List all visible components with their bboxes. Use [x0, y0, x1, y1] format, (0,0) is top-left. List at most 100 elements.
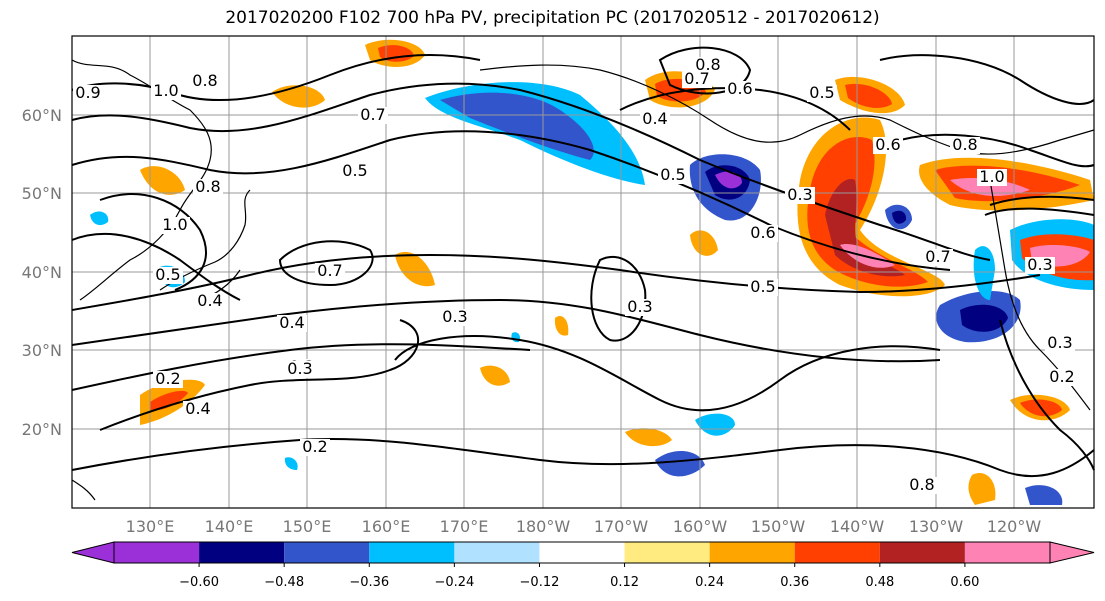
- svg-text:1.0: 1.0: [162, 215, 187, 234]
- svg-text:1.0: 1.0: [153, 81, 178, 100]
- latitude-label: 30°N: [22, 341, 62, 360]
- contour-label: 0.5: [807, 83, 837, 102]
- longitude-label: 150°E: [283, 517, 332, 536]
- colorbar-tick-label: 0.24: [695, 575, 724, 590]
- contour-label: 0.9: [73, 83, 103, 102]
- contour-label: 1.0: [977, 167, 1007, 186]
- contour-label: 0.6: [725, 79, 755, 98]
- longitude-label: 130°E: [126, 517, 175, 536]
- colorbar-segment: [284, 542, 370, 563]
- contour-label: 0.2: [1047, 367, 1077, 386]
- colorbar-extend-max: [1049, 541, 1095, 564]
- svg-text:0.6: 0.6: [727, 79, 752, 98]
- colorbar-tick-label: −0.36: [349, 575, 389, 590]
- contour-label: 0.3: [1025, 255, 1055, 274]
- svg-text:0.2: 0.2: [155, 369, 180, 388]
- contour-label: 0.4: [183, 399, 213, 418]
- svg-text:0.8: 0.8: [952, 135, 977, 154]
- contour-label: 0.2: [300, 437, 330, 456]
- colorbar-segment: [199, 542, 285, 563]
- contour-label: 0.3: [625, 297, 655, 316]
- contour-label: 0.8: [950, 135, 980, 154]
- colorbar-tick-labels: −0.60 −0.48 −0.36 −0.24 −0.12 0.12 0.24 0.36 0.4…: [179, 563, 979, 590]
- contour-label: 0.7: [315, 261, 345, 280]
- map-frame: [71, 35, 1095, 509]
- map-panel: [71, 35, 1095, 509]
- colorbar-segment: [369, 542, 455, 563]
- svg-text:0.4: 0.4: [642, 109, 667, 128]
- contour-label: 0.5: [748, 277, 778, 296]
- contour-label: 0.3: [285, 359, 315, 378]
- contour-label: 1.0: [160, 215, 190, 234]
- svg-text:0.8: 0.8: [192, 71, 217, 90]
- contour-label: 0.3: [785, 185, 815, 204]
- latitude-label: 50°N: [22, 184, 62, 203]
- svg-text:0.5: 0.5: [342, 161, 367, 180]
- latitude-label: 20°N: [22, 420, 62, 439]
- svg-text:0.3: 0.3: [1027, 255, 1052, 274]
- gridlines: [72, 36, 1094, 508]
- contour-label: 1.0: [151, 81, 181, 100]
- svg-text:0.7: 0.7: [317, 261, 342, 280]
- contour-labels: 1.00.80.90.81.00.50.40.70.50.70.30.40.30…: [73, 55, 1077, 494]
- longitude-label: 140°E: [205, 517, 254, 536]
- longitude-label: 170°W: [594, 517, 649, 536]
- colorbar-tick-label: −0.48: [264, 575, 304, 590]
- contour-label: 0.5: [658, 165, 688, 184]
- svg-text:0.3: 0.3: [627, 297, 652, 316]
- longitude-label: 120°W: [987, 517, 1042, 536]
- colorbar-segment: [539, 542, 625, 563]
- contour-label: 0.4: [195, 291, 225, 310]
- contour-label: 0.7: [682, 69, 712, 88]
- svg-text:0.8: 0.8: [909, 475, 934, 494]
- colorbar-segment: [114, 542, 200, 563]
- contour-label: 0.5: [340, 161, 370, 180]
- contour-label: 0.4: [277, 313, 307, 332]
- longitude-label: 150°W: [751, 517, 806, 536]
- colorbar-tick-label: 0.36: [780, 575, 809, 590]
- contour-label: 0.3: [1045, 333, 1075, 352]
- svg-text:0.3: 0.3: [787, 185, 812, 204]
- svg-text:0.6: 0.6: [875, 135, 900, 154]
- longitude-label: 160°W: [673, 517, 728, 536]
- svg-text:0.3: 0.3: [442, 307, 467, 326]
- svg-text:0.6: 0.6: [750, 223, 775, 242]
- contour-label: 0.3: [440, 307, 470, 326]
- svg-text:0.9: 0.9: [75, 83, 100, 102]
- svg-text:0.2: 0.2: [1049, 367, 1074, 386]
- map-title: 2017020200 F102 700 hPa PV, precipitatio…: [225, 8, 880, 28]
- contour-label: 0.8: [907, 475, 937, 494]
- svg-text:0.5: 0.5: [750, 277, 775, 296]
- svg-text:0.2: 0.2: [302, 437, 327, 456]
- colorbar-segment: [879, 542, 965, 563]
- svg-text:0.7: 0.7: [684, 69, 709, 88]
- svg-text:0.3: 0.3: [287, 359, 312, 378]
- svg-text:0.8: 0.8: [195, 177, 220, 196]
- colorbar-tick-label: −0.12: [520, 575, 560, 590]
- contour-label: 0.8: [193, 177, 223, 196]
- colorbar-segment: [624, 542, 710, 563]
- svg-text:0.7: 0.7: [925, 247, 950, 266]
- contour-label: 0.6: [748, 223, 778, 242]
- colorbar: [71, 541, 1095, 564]
- longitude-labels: 130°E 140°E 150°E 160°E 170°E 180°W 170°W 160°W…: [126, 517, 1042, 536]
- colorbar-segment: [454, 542, 540, 563]
- colorbar-tick-label: 0.12: [610, 575, 639, 590]
- longitude-label: 180°W: [516, 517, 571, 536]
- contour-label: 0.8: [190, 71, 220, 90]
- svg-text:0.7: 0.7: [360, 105, 385, 124]
- svg-text:0.5: 0.5: [809, 83, 834, 102]
- colorbar-tick-label: 0.48: [865, 575, 894, 590]
- colorbar-tick-label: 0.60: [950, 575, 979, 590]
- longitude-label: 140°W: [830, 517, 885, 536]
- contour-label: 0.7: [358, 105, 388, 124]
- contour-label: 0.4: [640, 109, 670, 128]
- latitude-label: 60°N: [22, 106, 62, 125]
- svg-text:0.3: 0.3: [1047, 333, 1072, 352]
- colorbar-segment: [964, 542, 1050, 563]
- colorbar-segment: [794, 542, 880, 563]
- longitude-label: 160°E: [362, 517, 411, 536]
- contour-label: 0.7: [923, 247, 953, 266]
- svg-text:0.5: 0.5: [660, 165, 685, 184]
- colorbar-tick-label: −0.60: [179, 575, 219, 590]
